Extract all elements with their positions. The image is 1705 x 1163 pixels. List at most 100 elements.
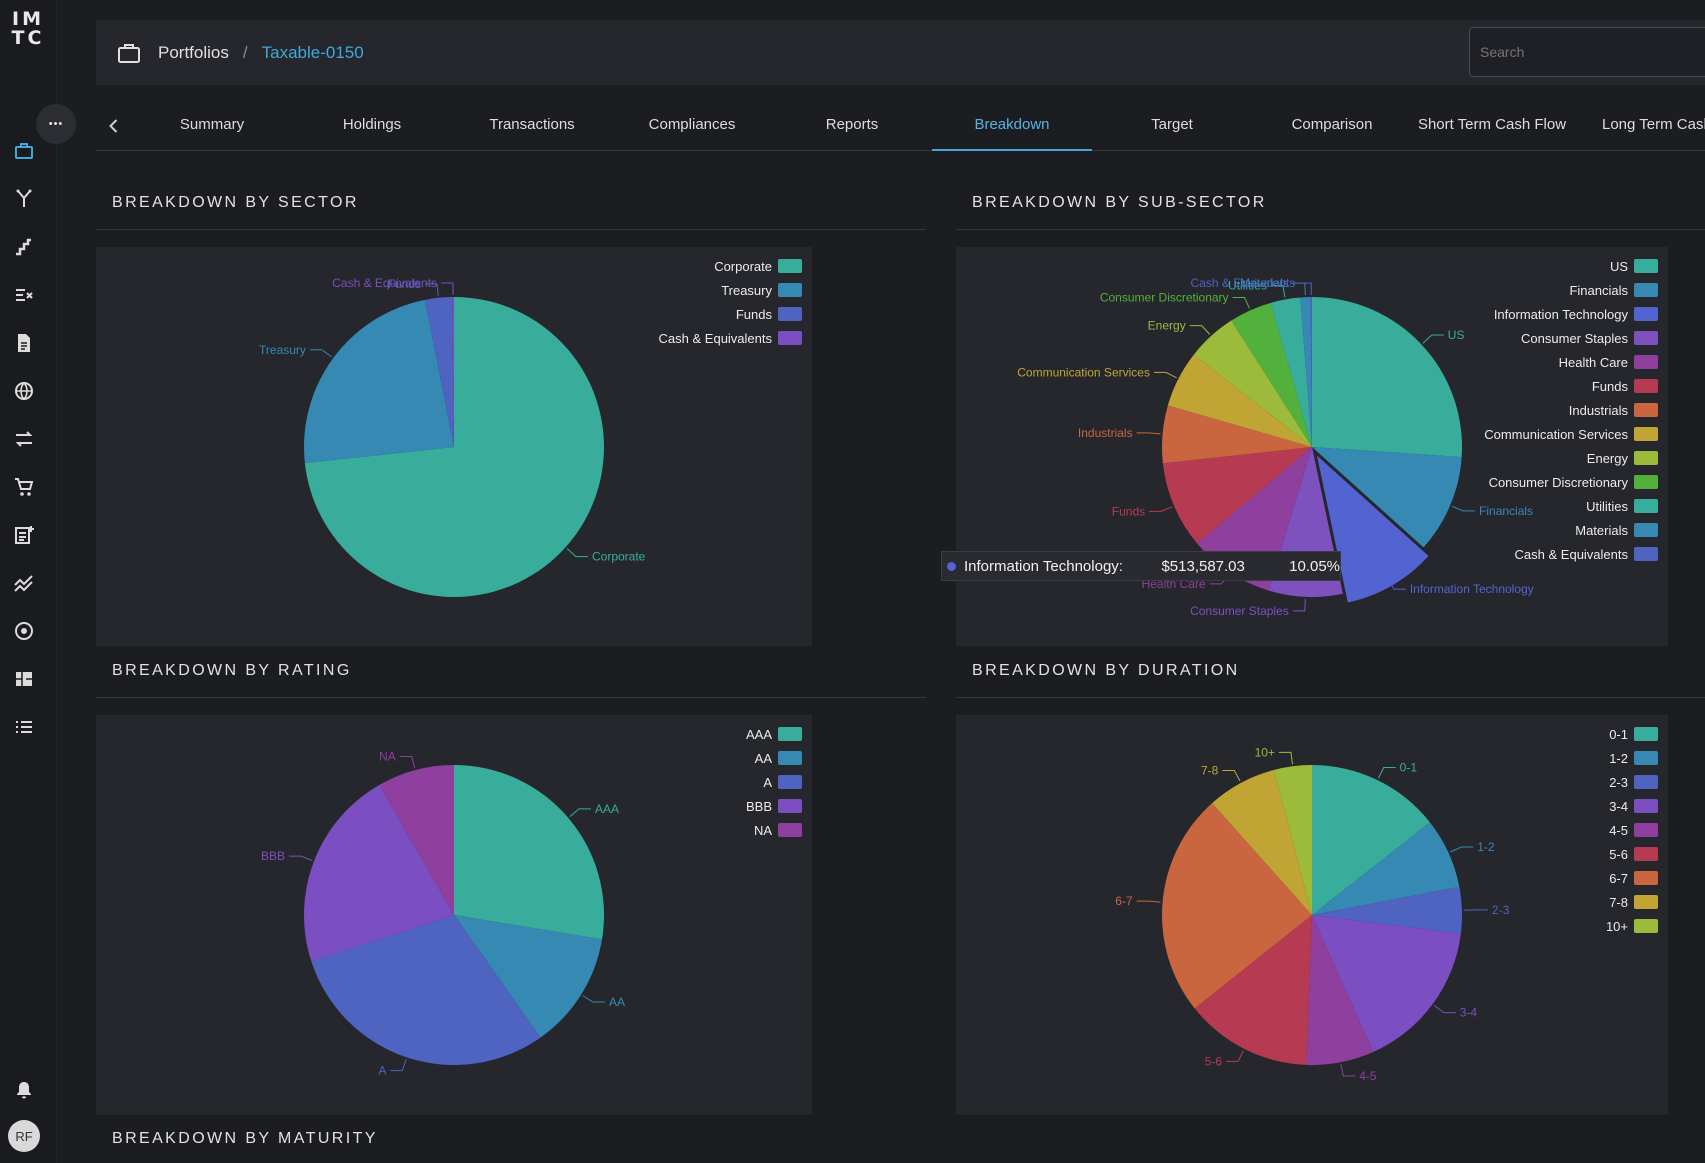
search-input[interactable]: [1469, 27, 1705, 77]
sector-legend-label-treasury[interactable]: Treasury: [721, 283, 772, 298]
subsector-legend-label-industrials[interactable]: Industrials: [1569, 403, 1629, 418]
subsector-slice-funds[interactable]: [1162, 447, 1312, 544]
breadcrumb-current[interactable]: Taxable-0150: [261, 42, 364, 62]
sector-slice-funds[interactable]: [424, 297, 454, 447]
subsector-legend-swatch[interactable]: [1634, 331, 1658, 345]
swap-arrows-icon[interactable]: [10, 425, 38, 453]
tab-transactions[interactable]: Transactions: [489, 116, 575, 133]
tab-target[interactable]: Target: [1151, 116, 1193, 133]
trend-lines-icon[interactable]: [10, 569, 38, 597]
duration-legend-label-6-7[interactable]: 6-7: [1609, 871, 1628, 886]
tab-reports[interactable]: Reports: [825, 116, 879, 133]
duration-slice-4-5[interactable]: [1306, 915, 1374, 1065]
subsector-slice-materials[interactable]: [1300, 297, 1312, 447]
subsector-legend-label-consumer-discretionary[interactable]: Consumer Discretionary: [1489, 475, 1629, 490]
rating-legend-label-a[interactable]: A: [763, 775, 772, 790]
subsector-slice-financials[interactable]: [1312, 447, 1462, 548]
duration-legend-swatch[interactable]: [1634, 751, 1658, 765]
subsector-legend-swatch[interactable]: [1634, 403, 1658, 417]
subsector-legend-label-consumer-staples[interactable]: Consumer Staples: [1521, 331, 1628, 346]
fork-icon[interactable]: [10, 185, 38, 213]
subsector-legend-label-us[interactable]: US: [1610, 259, 1628, 274]
notification-bell-icon[interactable]: [10, 1076, 38, 1104]
rating-legend-label-aaa[interactable]: AAA: [746, 727, 772, 742]
grid-blocks-icon[interactable]: [10, 665, 38, 693]
tab-summary[interactable]: Summary: [179, 116, 245, 133]
target-icon[interactable]: [10, 617, 38, 645]
subsector-legend-swatch[interactable]: [1634, 379, 1658, 393]
duration-legend-swatch[interactable]: [1634, 823, 1658, 837]
rating-legend-swatch[interactable]: [778, 775, 802, 789]
subsector-legend-swatch[interactable]: [1634, 523, 1658, 537]
rating-slice-a[interactable]: [311, 915, 541, 1065]
subsector-legend-label-communication-services[interactable]: Communication Services: [1484, 427, 1628, 442]
subsector-legend-swatch[interactable]: [1634, 499, 1658, 513]
add-note-icon[interactable]: [10, 521, 38, 549]
subsector-legend-label-energy[interactable]: Energy: [1587, 451, 1629, 466]
tab-long-term-cash-flow[interactable]: Long Term Cash Flow: [1602, 116, 1705, 133]
document-icon[interactable]: [10, 329, 38, 357]
rating-slice-bbb[interactable]: [304, 784, 454, 962]
subsector-slice-consumer-discretionary[interactable]: [1231, 302, 1312, 447]
rating-legend-swatch[interactable]: [778, 751, 802, 765]
duration-slice-0-1[interactable]: [1312, 765, 1430, 915]
subsector-legend-label-health-care[interactable]: Health Care: [1559, 355, 1628, 370]
duration-slice-3-4[interactable]: [1312, 915, 1461, 1052]
subsector-legend-label-materials[interactable]: Materials: [1575, 523, 1628, 538]
sector-legend-swatch[interactable]: [778, 283, 802, 297]
subsector-legend-swatch[interactable]: [1634, 451, 1658, 465]
rating-legend-label-aa[interactable]: AA: [755, 751, 773, 766]
subsector-legend-label-cash-equivalents[interactable]: Cash & Equivalents: [1515, 547, 1629, 562]
subsector-legend-swatch[interactable]: [1634, 259, 1658, 273]
duration-legend-swatch[interactable]: [1634, 799, 1658, 813]
duration-legend-label-3-4[interactable]: 3-4: [1609, 799, 1628, 814]
rating-slice-aa[interactable]: [454, 915, 603, 1038]
stairs-chart-icon[interactable]: [10, 233, 38, 261]
subsector-legend-label-information-technology[interactable]: Information Technology: [1494, 307, 1629, 322]
sector-legend-label-funds[interactable]: Funds: [736, 307, 773, 322]
cart-icon[interactable]: [10, 473, 38, 501]
rating-slice-aaa[interactable]: [454, 765, 604, 940]
subsector-legend-label-utilities[interactable]: Utilities: [1586, 499, 1628, 514]
duration-legend-swatch[interactable]: [1634, 847, 1658, 861]
rating-slice-na[interactable]: [379, 765, 454, 915]
tab-short-term-cash-flow[interactable]: Short Term Cash Flow: [1417, 116, 1567, 133]
duration-legend-label-0-1[interactable]: 0-1: [1609, 727, 1628, 742]
globe-icon[interactable]: [10, 377, 38, 405]
tab-compliances[interactable]: Compliances: [648, 116, 736, 133]
duration-legend-swatch[interactable]: [1634, 775, 1658, 789]
duration-legend-swatch[interactable]: [1634, 919, 1658, 933]
subsector-legend-label-funds[interactable]: Funds: [1592, 379, 1629, 394]
duration-legend-label-10[interactable]: 10+: [1606, 919, 1628, 934]
duration-slice-1-2[interactable]: [1312, 822, 1460, 915]
duration-slice-6-7[interactable]: [1162, 803, 1312, 1009]
subsector-legend-swatch[interactable]: [1634, 475, 1658, 489]
breadcrumb-portfolios[interactable]: Portfolios: [158, 42, 229, 62]
sector-slice-treasury[interactable]: [304, 299, 454, 463]
tab-holdings[interactable]: Holdings: [342, 116, 402, 133]
duration-legend-swatch[interactable]: [1634, 871, 1658, 885]
list-icon[interactable]: [10, 713, 38, 741]
subsector-slice-information-technology[interactable]: [1316, 455, 1429, 603]
subsector-legend-swatch[interactable]: [1634, 427, 1658, 441]
briefcase-icon[interactable]: [10, 137, 38, 165]
duration-legend-swatch[interactable]: [1634, 895, 1658, 909]
sector-slice-corporate[interactable]: [304, 297, 604, 597]
sector-legend-swatch[interactable]: [778, 331, 802, 345]
rating-legend-swatch[interactable]: [778, 799, 802, 813]
rating-legend-label-na[interactable]: NA: [754, 823, 772, 838]
duration-slice-7-8[interactable]: [1212, 769, 1312, 915]
sector-slice-cash-equivalents[interactable]: [452, 297, 454, 447]
subsector-slice-energy[interactable]: [1193, 320, 1312, 447]
duration-slice-10[interactable]: [1273, 765, 1312, 915]
subsector-legend-swatch[interactable]: [1634, 283, 1658, 297]
more-button[interactable]: •••: [36, 104, 76, 144]
rating-legend-swatch[interactable]: [778, 823, 802, 837]
subsector-slice-industrials[interactable]: [1162, 405, 1312, 464]
subsector-legend-swatch[interactable]: [1634, 547, 1658, 561]
rating-legend-label-bbb[interactable]: BBB: [746, 799, 772, 814]
tab-breakdown[interactable]: Breakdown: [932, 104, 1092, 151]
duration-legend-label-2-3[interactable]: 2-3: [1609, 775, 1628, 790]
avatar[interactable]: RF: [8, 1120, 40, 1152]
duration-legend-swatch[interactable]: [1634, 727, 1658, 741]
